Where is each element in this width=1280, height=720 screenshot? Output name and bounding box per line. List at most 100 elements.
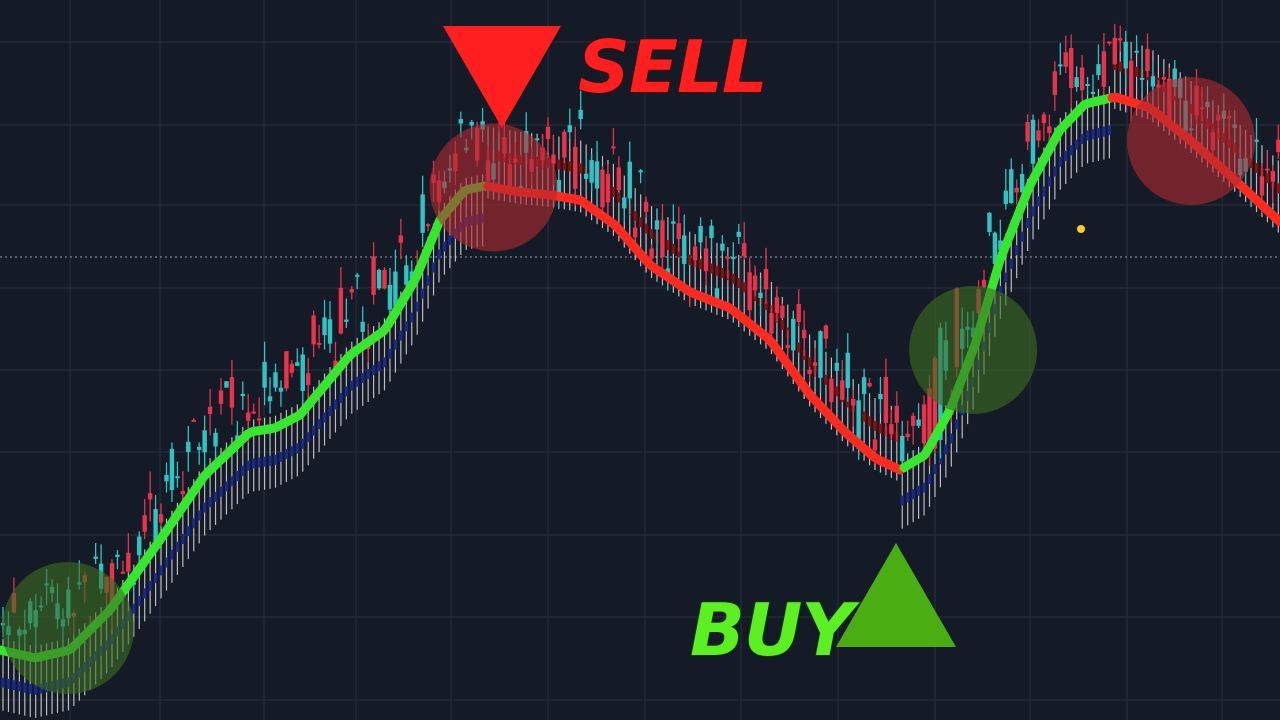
band-core <box>377 361 381 372</box>
band-core <box>639 217 643 228</box>
marker-dot <box>1077 225 1085 233</box>
candle <box>763 247 769 304</box>
band-core <box>742 282 746 293</box>
band-core <box>28 683 32 694</box>
band-core <box>306 432 310 443</box>
band-core <box>677 247 681 258</box>
candle <box>878 376 883 414</box>
candle <box>883 358 889 437</box>
candle <box>1118 25 1123 52</box>
candle <box>801 310 807 357</box>
band-core <box>257 457 261 468</box>
candle <box>393 249 398 311</box>
candle <box>731 242 736 272</box>
candle <box>1128 58 1134 122</box>
candle <box>295 348 300 367</box>
band-core <box>720 267 724 278</box>
candle <box>742 221 747 260</box>
buy-signal-highlight <box>909 285 1038 414</box>
band-core <box>906 492 910 503</box>
band-core <box>382 357 387 368</box>
candle <box>861 368 867 408</box>
candle <box>654 208 660 249</box>
band-core <box>252 458 256 469</box>
candle <box>1101 32 1107 102</box>
candle <box>616 156 622 191</box>
sell-signal-highlight <box>1127 76 1256 205</box>
band-core <box>230 476 234 487</box>
band-core <box>12 680 16 691</box>
band-core <box>846 397 850 408</box>
candle <box>916 403 921 429</box>
candle <box>360 306 365 341</box>
candle <box>262 341 267 406</box>
band-core <box>284 449 288 460</box>
band-core <box>39 683 43 694</box>
band-core <box>137 596 141 607</box>
entry-highlight <box>2 562 134 694</box>
band-core <box>1069 145 1073 156</box>
candle <box>267 377 273 414</box>
candle <box>889 409 894 441</box>
band-core <box>780 319 784 330</box>
band-core <box>1042 186 1046 197</box>
candle <box>692 244 698 267</box>
candle <box>780 303 785 319</box>
candle <box>142 499 147 540</box>
band-core <box>431 262 436 273</box>
band-core <box>132 603 136 614</box>
band-core <box>317 419 321 430</box>
candle <box>1003 168 1008 210</box>
candle <box>376 268 382 291</box>
candle <box>1058 43 1063 76</box>
band-core <box>1276 183 1280 194</box>
band-core <box>279 451 283 462</box>
band-core <box>1118 61 1122 72</box>
band-core <box>617 192 621 203</box>
band-core <box>715 265 719 276</box>
candle <box>758 277 763 316</box>
candle <box>1052 61 1058 111</box>
band-core <box>268 455 272 466</box>
band-core <box>1135 66 1139 77</box>
candle <box>611 128 616 155</box>
band-core <box>170 549 174 560</box>
band-core <box>731 273 735 284</box>
candle <box>240 381 245 410</box>
candle <box>600 166 605 215</box>
candle <box>355 272 360 290</box>
candle <box>1254 118 1259 161</box>
candle <box>1009 158 1014 204</box>
candle <box>224 381 229 388</box>
band-core <box>709 263 714 274</box>
signal-highlights <box>2 76 1256 694</box>
band-core <box>263 456 267 467</box>
candle <box>387 267 393 317</box>
candle <box>284 351 289 392</box>
candle <box>175 461 180 488</box>
candle <box>1036 119 1041 148</box>
band-core <box>878 423 883 434</box>
band-core <box>421 288 425 299</box>
candle <box>845 333 850 402</box>
candle <box>594 140 600 211</box>
candle <box>126 533 131 573</box>
band-core <box>197 510 201 521</box>
band-core <box>579 163 583 174</box>
band-core <box>688 254 692 265</box>
band-core <box>175 541 179 552</box>
band-core <box>699 259 703 270</box>
band-core <box>295 443 299 454</box>
band-core <box>415 301 419 312</box>
candle <box>981 269 987 289</box>
candle <box>398 218 404 260</box>
candle <box>921 395 927 448</box>
candle <box>747 257 752 327</box>
candle <box>627 141 632 215</box>
candle <box>278 380 284 407</box>
band-core <box>1053 166 1057 177</box>
band-core <box>143 588 147 599</box>
band-core <box>644 223 648 234</box>
candle <box>202 415 207 470</box>
candle <box>306 357 311 402</box>
